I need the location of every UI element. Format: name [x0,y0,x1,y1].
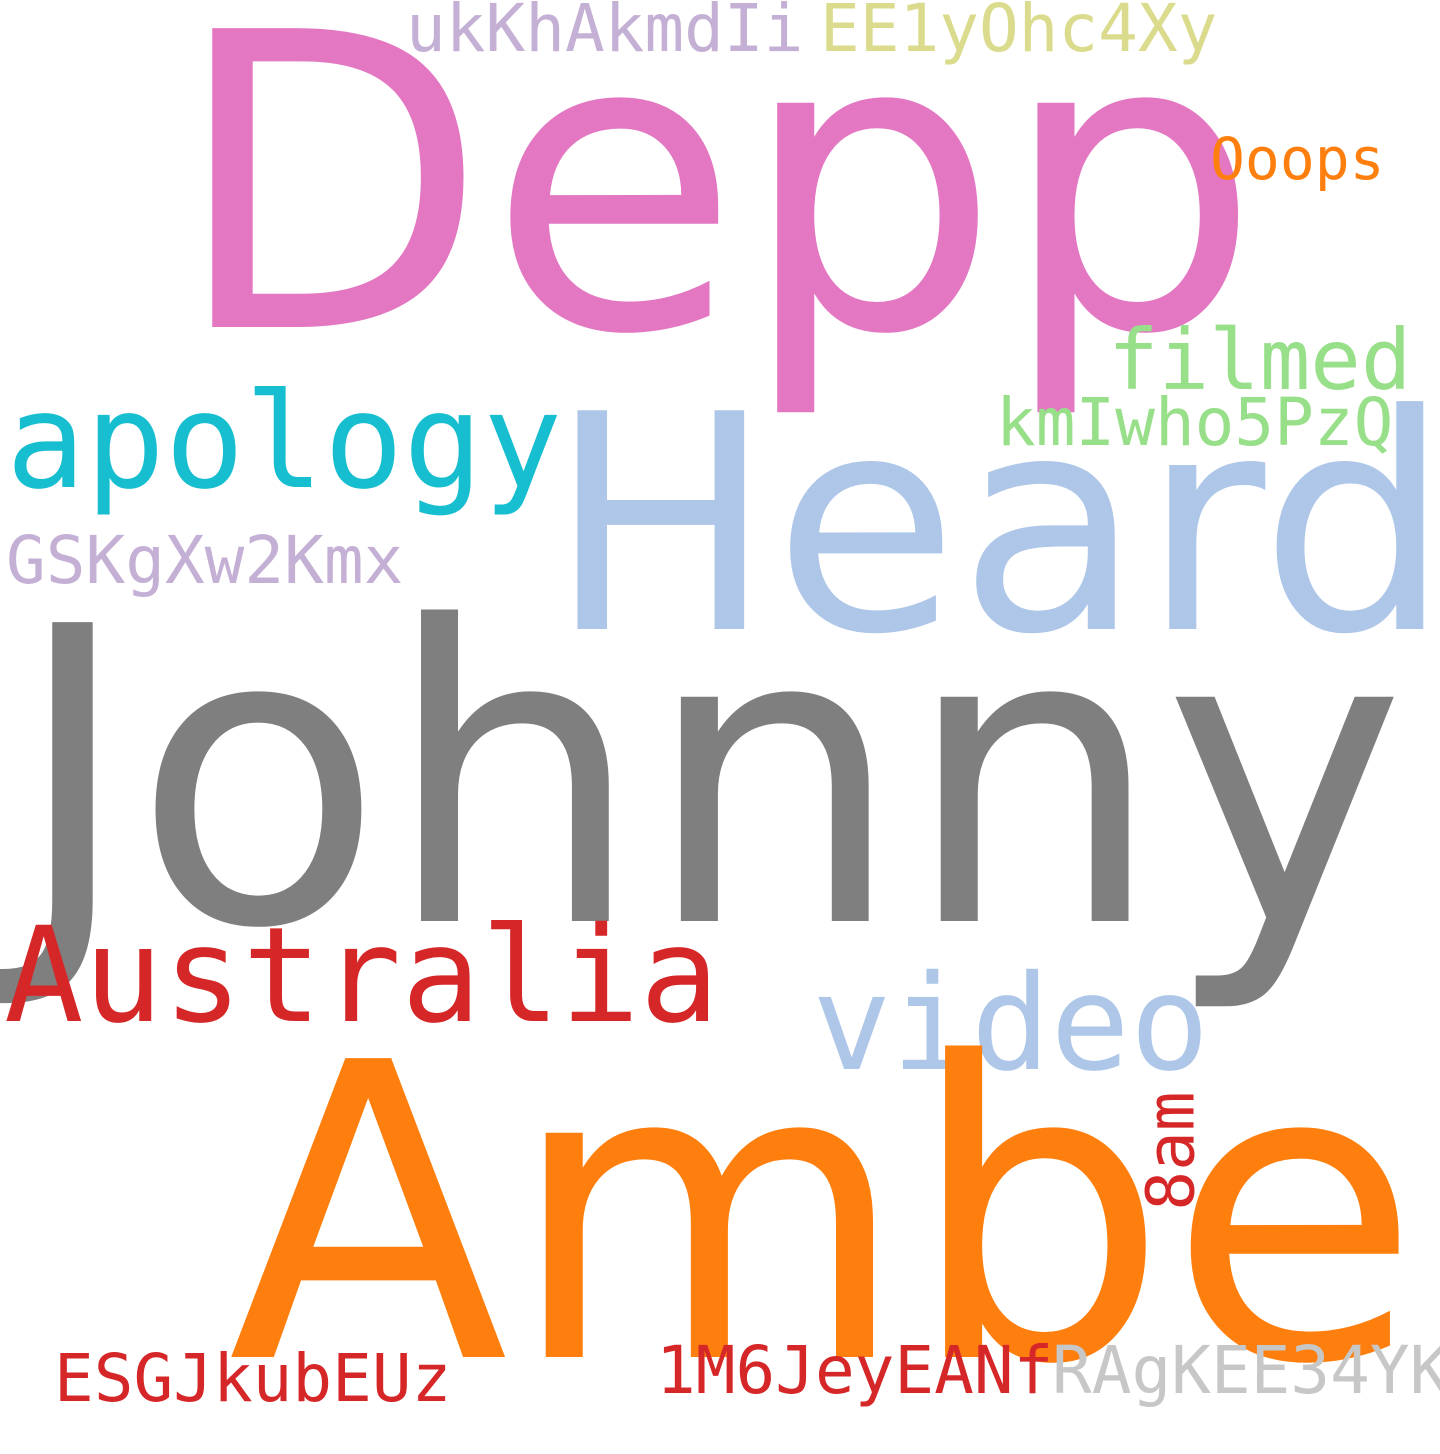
word-ragkee34yk: RAgKEE34YK [1052,1332,1440,1409]
word-australia: Australia [4,899,720,1053]
word-ee1yohc4xy: EE1yOhc4Xy [820,0,1218,67]
word-filmed: filmed [1108,311,1412,409]
word-ukkhakmdii: ukKhAkmdIi [406,0,804,67]
word-esgjkubeuz: ESGJkubEUz [54,1340,452,1417]
word-8am: 8am [1132,1091,1210,1211]
word-ooops: Ooops [1210,125,1385,193]
word-amber: Amber [228,976,1440,1454]
word-apology: apology [6,365,563,519]
word-depp: Depp [172,0,1261,424]
word-kmiwho5pzq: kmIwho5PzQ [996,384,1394,461]
word-gskgxw2kmx: GSKgXw2Kmx [6,522,404,599]
word-heard: Heard [548,351,1440,700]
word-1m6jeyeanf: 1M6JeyEANf [656,1332,1054,1409]
word-video: video [812,947,1210,1101]
word-johnny: Johnny [12,540,1406,1018]
